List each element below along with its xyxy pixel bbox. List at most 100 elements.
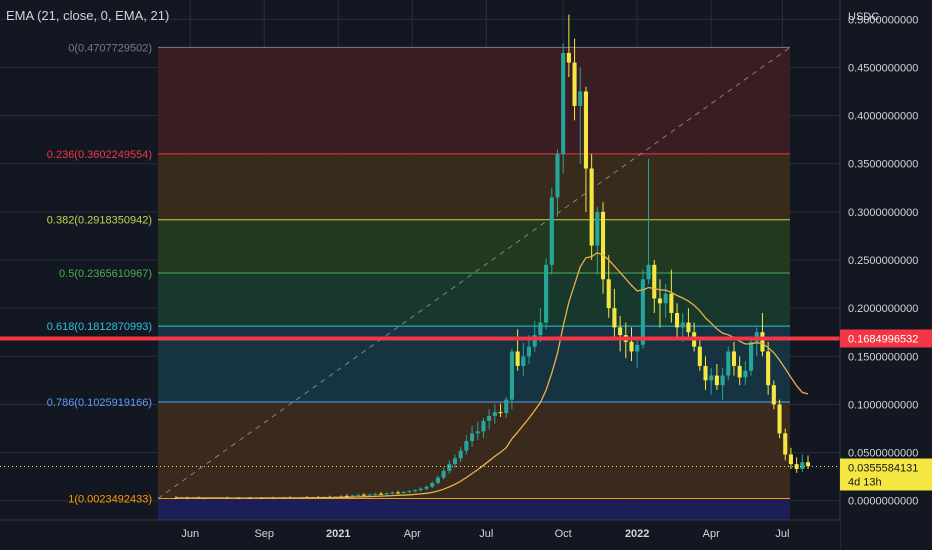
candle-body	[657, 298, 663, 304]
ema-layer	[176, 251, 809, 499]
candle-body	[339, 495, 344, 497]
time-tick-label: Sep	[254, 528, 274, 540]
fib-retracement[interactable]: 0(0.4707729502) 0.236(0.3602249554) 0.382(…	[47, 42, 791, 520]
candle-body	[566, 52, 571, 63]
indicator-label: EMA (21, close, 0, EMA, 21)	[6, 8, 170, 23]
candle-body	[766, 351, 771, 386]
candle-body	[583, 91, 588, 169]
candle-body	[424, 486, 429, 489]
fib-band	[158, 153, 790, 220]
candle-body	[640, 279, 645, 345]
candle-body	[720, 375, 725, 386]
candle-body	[600, 211, 606, 280]
price-tick-label: 0.0000000000	[848, 496, 918, 508]
candle-body	[686, 322, 691, 333]
candle-body	[498, 412, 503, 414]
candle-body	[760, 332, 765, 352]
fib-level-label: 0.382(0.2918350942)	[47, 215, 152, 227]
candle-body	[396, 492, 401, 494]
time-tick-label: 2021	[326, 528, 350, 540]
price-tick-label: 0.4500000000	[848, 62, 918, 74]
candle-body	[464, 441, 469, 451]
candle-body	[504, 399, 509, 414]
candle-body	[674, 312, 680, 328]
candle-body	[612, 308, 617, 328]
fib-level-label: 0(0.4707729502)	[68, 42, 152, 54]
time-axis-bg	[0, 520, 840, 550]
candle-body	[561, 52, 566, 155]
candle-body	[697, 346, 702, 366]
candle-body	[344, 495, 349, 497]
candle-body	[435, 477, 440, 483]
candle-body	[452, 458, 458, 465]
horizontal-line-layer[interactable]	[0, 336, 840, 467]
candle-body	[515, 351, 520, 366]
candle-body	[401, 491, 406, 494]
time-tick-label: Jul	[479, 528, 493, 540]
candle-body	[783, 433, 788, 455]
candle-body	[771, 385, 776, 405]
candle-body	[669, 293, 674, 313]
candle-body	[492, 412, 497, 416]
candle-body	[481, 420, 486, 432]
price-tick-label: 0.1000000000	[848, 399, 918, 411]
fib-band	[158, 47, 790, 154]
horizontal-line-price-tag	[840, 329, 932, 348]
price-tick-label: 0.4000000000	[848, 111, 918, 123]
candle-body	[737, 365, 742, 378]
candle-body	[526, 346, 532, 357]
candle-body	[726, 351, 731, 376]
candle-body	[384, 493, 389, 495]
candle-body	[731, 351, 737, 366]
fib-band	[158, 401, 790, 499]
time-tick-label: Jul	[775, 528, 789, 540]
candle-body	[703, 365, 708, 381]
candle-body	[378, 493, 384, 495]
candle-body	[356, 494, 361, 496]
candle-body	[663, 293, 668, 304]
candle-body	[555, 154, 560, 198]
time-tick-label: Jun	[181, 528, 199, 540]
price-tick-label: 0.3500000000	[848, 159, 918, 171]
price-tick-label: 0.3000000000	[848, 207, 918, 219]
candle-body	[743, 370, 748, 378]
candle-body	[475, 431, 480, 434]
candle-body	[361, 494, 366, 496]
fib-band	[158, 272, 790, 327]
fib-level-label: 0.5(0.2365610967)	[59, 268, 152, 280]
candle-body	[532, 335, 537, 347]
horizontal-line-price-label: 0.1684996532	[848, 333, 918, 345]
candle-body	[714, 375, 719, 386]
price-axis-bg	[840, 0, 932, 550]
candle-body	[606, 279, 611, 309]
candle-body	[549, 197, 554, 265]
ema-line	[176, 251, 809, 499]
price-tick-label: 0.2000000000	[848, 303, 918, 315]
fib-band	[158, 498, 790, 520]
candle-body	[618, 327, 623, 336]
candle-body	[509, 351, 514, 400]
candle-body	[788, 454, 793, 465]
candle-body	[800, 462, 805, 469]
candle-body	[578, 91, 583, 106]
candle-body	[373, 493, 378, 495]
candle-body	[635, 344, 640, 352]
candle-body	[572, 62, 577, 106]
candle-body	[441, 470, 446, 478]
fib-level-label: 1(0.0023492433)	[68, 493, 152, 505]
candle-body	[544, 264, 549, 323]
candles-layer	[173, 14, 811, 500]
current-price-tag	[840, 458, 932, 491]
indicator-legend[interactable]: EMA (21, close, 0, EMA, 21)	[6, 8, 169, 23]
time-tick-label: Apr	[703, 528, 720, 540]
candle-body	[350, 495, 355, 497]
candle-body	[805, 462, 811, 467]
candle-body	[521, 356, 526, 366]
candle-body	[487, 416, 492, 421]
candle-body	[430, 482, 435, 487]
candle-body	[749, 341, 754, 371]
candle-body	[390, 492, 395, 494]
candle-body	[447, 464, 452, 471]
